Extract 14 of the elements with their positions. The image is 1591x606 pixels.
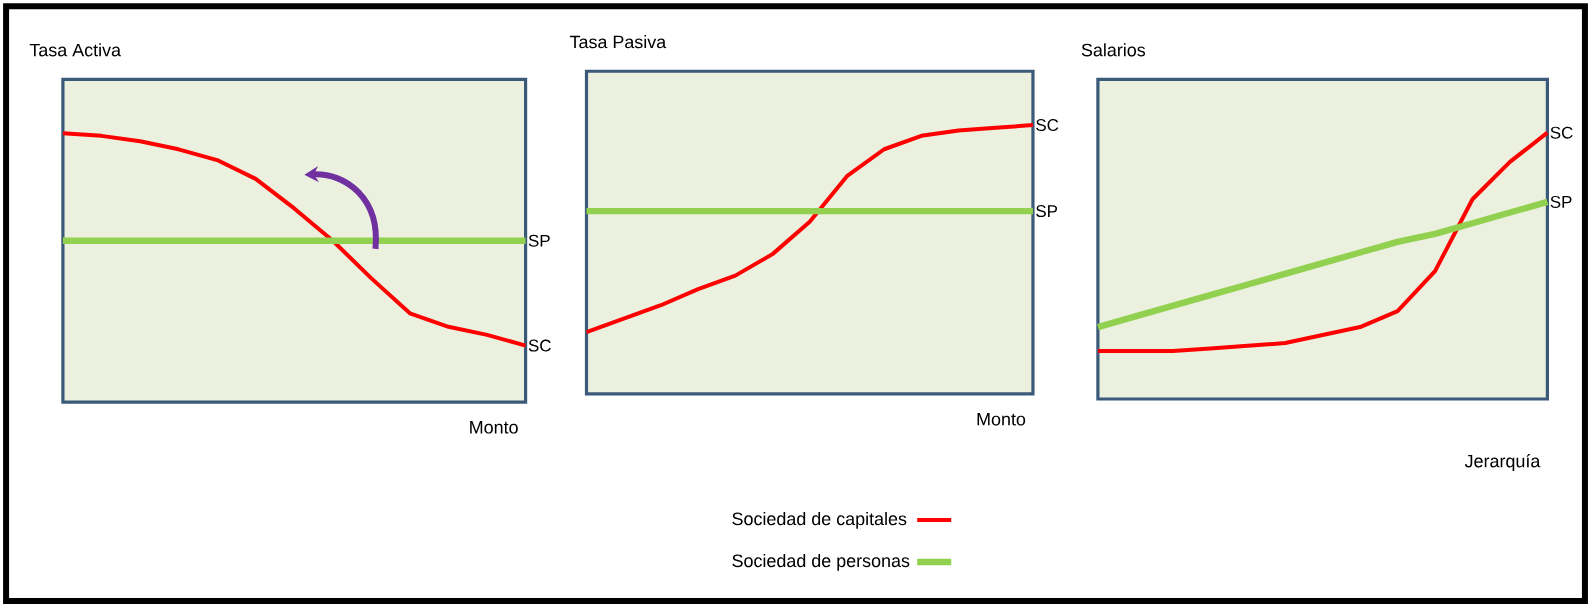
text: SC	[1036, 119, 1059, 132]
x-axis-title: Jerarquía	[1464, 454, 1541, 471]
x-axis-title: Monto	[977, 412, 1026, 426]
text: SP	[1550, 195, 1572, 208]
text: SC	[1550, 126, 1573, 139]
x-axis-title: Monto	[470, 421, 518, 434]
text: SP	[1036, 205, 1058, 218]
legend-label: Sociedad de personas	[732, 553, 910, 571]
legend-label: Sociedad de capitales	[732, 512, 907, 529]
chart-title: Salarios	[1081, 43, 1146, 57]
chart-title: Tasa Activa	[29, 43, 122, 57]
text: SC	[528, 339, 551, 352]
chart-title: Tasa Pasiva	[569, 35, 667, 49]
text: SP	[528, 234, 550, 247]
